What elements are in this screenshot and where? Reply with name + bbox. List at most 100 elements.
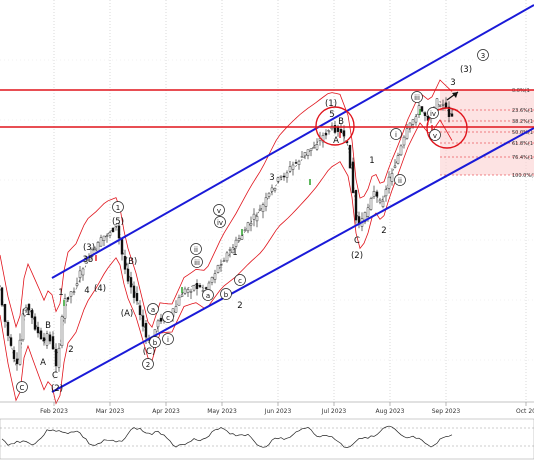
candle-body (129, 277, 133, 288)
candle-body (324, 133, 328, 136)
candle-body (144, 323, 148, 338)
fib-level-label: 61.8%(1 (512, 141, 533, 147)
candle-body (105, 235, 109, 238)
candle-body (402, 136, 406, 146)
fib-zone-fill (440, 90, 534, 175)
wave-label-circle (112, 201, 124, 213)
wave-label-circle (142, 358, 154, 370)
candle-body (123, 256, 127, 270)
candle-body (102, 235, 106, 241)
candle-body (450, 113, 454, 117)
candle-body (354, 189, 358, 221)
wave-label: A (40, 358, 46, 368)
candle-body (441, 103, 445, 106)
candle-body (390, 172, 394, 182)
fib-level-label: 0.0%(1 (512, 88, 530, 94)
candle-body (12, 350, 16, 359)
wave-label: b (224, 291, 229, 299)
candle-body (357, 216, 361, 224)
candle-body (315, 144, 319, 150)
candle-body (321, 134, 325, 143)
x-tick-label: Mar 2023 (96, 408, 125, 415)
candle-body (87, 259, 91, 261)
candle-body (15, 358, 19, 365)
candle-body (78, 270, 82, 278)
x-tick-label: Sep 2023 (432, 408, 461, 415)
candle-body (366, 207, 370, 217)
wave-label: 2 (146, 361, 150, 369)
candle-body (21, 313, 25, 341)
wave-label: 1 (58, 288, 63, 298)
candle-body (396, 155, 400, 164)
candle-body (351, 161, 355, 193)
candle-body (438, 105, 442, 108)
fib-level-label: 23.6%(1 (512, 108, 533, 114)
candle-body (408, 122, 412, 129)
candle-body (228, 249, 232, 251)
wave-label: a (151, 306, 155, 314)
candle-body (261, 204, 265, 212)
candle-body (282, 175, 286, 178)
candle-body (36, 326, 40, 334)
candle-body (420, 106, 424, 112)
candle-body (333, 125, 337, 133)
x-tick-label: Apr 2023 (152, 408, 180, 415)
candle-body (213, 273, 217, 280)
wave-label-circle (162, 333, 174, 345)
bollinger-lower (0, 119, 453, 405)
wave-label: iii (194, 259, 200, 267)
wave-label: 3 (481, 52, 485, 60)
wave-label: (3) (83, 243, 95, 253)
wave-label-circle (213, 204, 225, 216)
candle-body (393, 165, 397, 168)
candle-body (243, 229, 247, 232)
wave-label: C (20, 384, 25, 392)
candle-body (99, 237, 103, 247)
wave-label-circle (149, 336, 161, 348)
wave-label: (A) (121, 309, 133, 319)
candle-body (447, 106, 451, 118)
candle-body (132, 285, 136, 298)
wave-label-circle (214, 216, 226, 228)
wave-label-circle (202, 289, 214, 301)
wave-label-circle (477, 49, 489, 61)
oscillator-frame (0, 418, 534, 460)
wave-label: iv (217, 219, 223, 227)
candle-body (216, 265, 220, 273)
candle-body (180, 294, 184, 297)
candle-body (309, 148, 313, 151)
wave-label-circle (190, 243, 202, 255)
wave-label: 1 (369, 156, 374, 166)
wave-label: a (206, 292, 210, 300)
candle-body (264, 197, 268, 207)
candle-body (237, 238, 241, 241)
fibonacci-zone: 0.0%(1 23.6%(1 38.2%(1 50.0%(1 61.8%(1 76.4%(… (440, 88, 534, 179)
candle-body (108, 232, 112, 236)
wave-label: iv (430, 110, 436, 118)
candle-body (135, 293, 139, 302)
candle-body (33, 316, 37, 330)
candle-body (219, 264, 223, 266)
candle-body (42, 337, 46, 342)
wave-label: v (217, 207, 221, 215)
x-tick-label: Jul 2023 (321, 408, 347, 415)
candle-body (444, 102, 448, 108)
candle-body (39, 330, 43, 340)
wave-label: ii (194, 246, 198, 254)
candle-body (72, 291, 76, 293)
candle-body (210, 277, 214, 283)
candle-body (342, 130, 346, 137)
candle-body (81, 268, 85, 276)
candle-body (3, 304, 7, 322)
candle-body (63, 298, 67, 319)
candle-body (9, 337, 13, 346)
candle-body (138, 305, 142, 316)
wave-label: v (433, 132, 437, 140)
oscillator-line (1, 425, 453, 448)
candle-body (177, 297, 181, 306)
candle-body (372, 190, 376, 197)
wave-label: 5 (329, 110, 334, 120)
candle-body (90, 249, 94, 257)
candle-body (279, 175, 283, 178)
trend-lines (0, 4, 534, 393)
